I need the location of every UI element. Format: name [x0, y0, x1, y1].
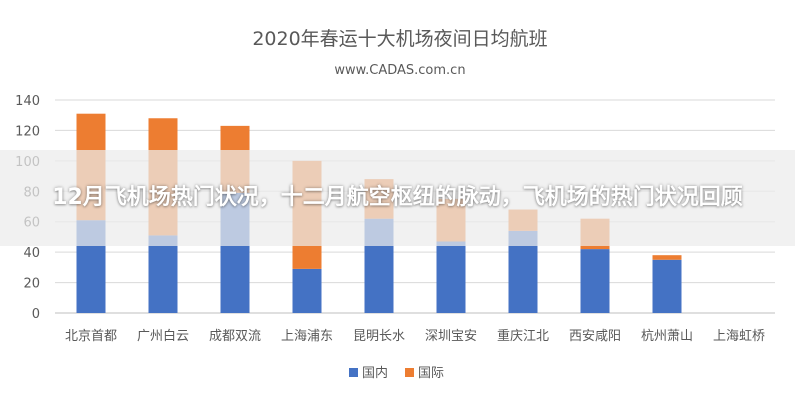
- bar-domestic: [436, 241, 466, 313]
- bar-domestic: [652, 259, 682, 313]
- chart-subtitle: www.CADAS.com.cn: [334, 63, 465, 78]
- bar-domestic: [580, 249, 610, 313]
- y-tick-label: 20: [23, 277, 40, 292]
- y-tick-label: 40: [23, 246, 40, 261]
- x-tick-label: 上海虹桥: [713, 329, 765, 344]
- legend-label-international: 国际: [418, 366, 444, 381]
- x-tick-label: 成都双流: [209, 329, 261, 344]
- x-tick-label: 重庆江北: [497, 328, 549, 344]
- y-tick-label: 120: [15, 124, 40, 139]
- headline-banner: 12月飞机场热门状况，十二月航空枢纽的脉动，飞机场的热门状况回顾: [0, 150, 795, 246]
- y-tick-label: 140: [15, 94, 40, 109]
- x-tick-label: 广州白云: [137, 328, 189, 344]
- x-tick-label: 北京首都: [65, 329, 117, 344]
- x-tick-label: 西安咸阳: [569, 329, 621, 344]
- x-tick-label: 杭州萧山: [641, 329, 693, 344]
- chart-title: 2020年春运十大机场夜间日均航班: [252, 28, 547, 50]
- legend-swatch-domestic: [349, 368, 358, 377]
- x-tick-label: 深圳宝安: [425, 329, 477, 344]
- legend-swatch-international: [405, 368, 414, 377]
- x-tick-label: 昆明长水: [353, 329, 405, 344]
- y-tick-label: 0: [32, 307, 40, 322]
- x-tick-label: 上海浦东: [281, 329, 333, 344]
- bar-international: [652, 255, 682, 260]
- headline-text: 12月飞机场热门状况，十二月航空枢纽的脉动，飞机场的热门状况回顾: [52, 185, 743, 210]
- bar-domestic: [292, 268, 322, 313]
- bar-domestic: [148, 235, 178, 313]
- x-axis: 北京首都 广州白云 成都双流 上海浦东 昆明长水 深圳宝安 重庆江北 西安咸阳 杭州萧山 上海虹桥: [65, 328, 765, 344]
- legend-label-domestic: 国内: [362, 365, 388, 381]
- legend: 国内 国际: [349, 365, 444, 381]
